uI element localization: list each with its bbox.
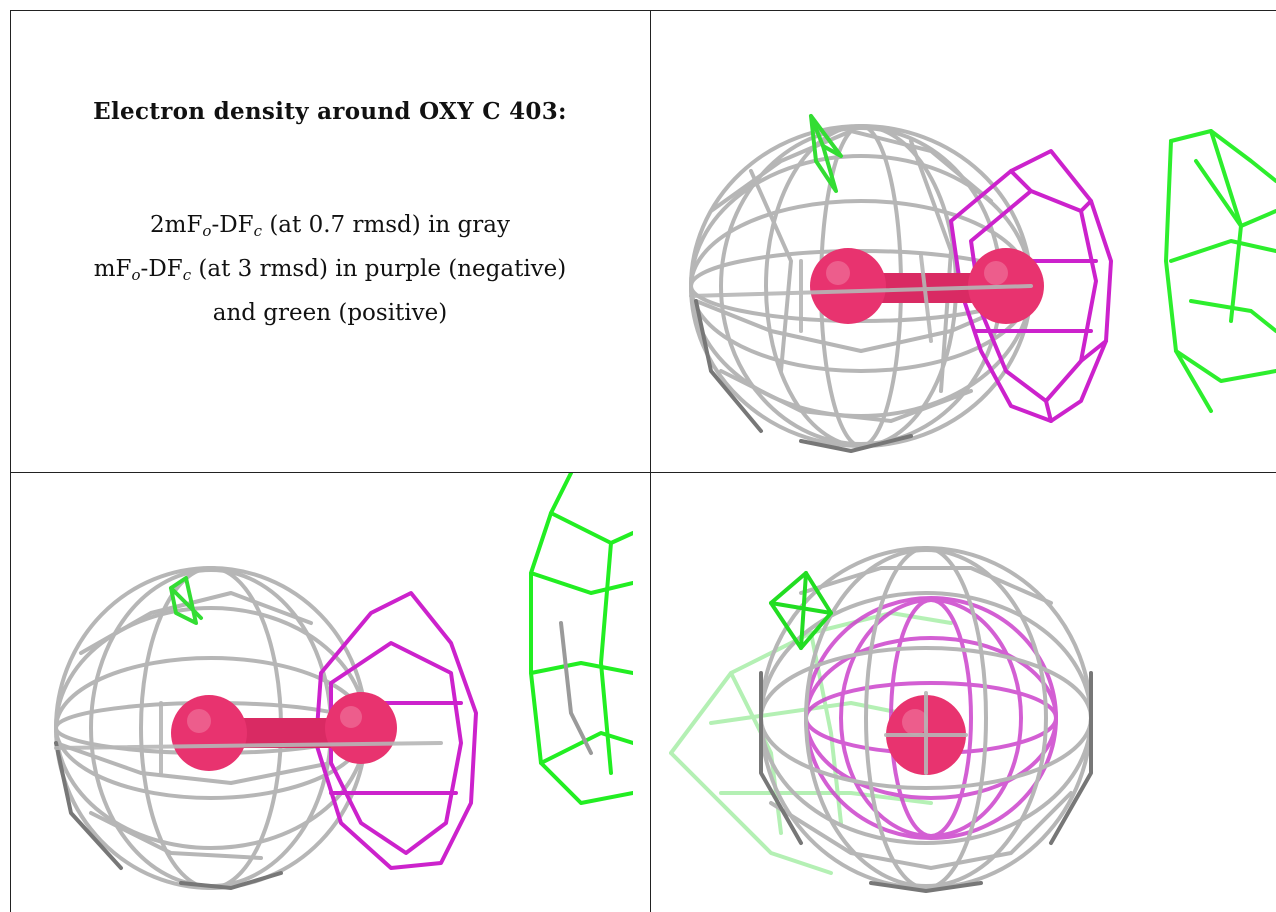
legend-purple-text-b: -DF	[140, 256, 183, 282]
green-positive-mesh-small	[169, 576, 203, 625]
density-view-top-right	[651, 11, 1276, 472]
green-positive-mesh-small	[809, 114, 843, 193]
green-positive-mesh-small	[769, 571, 833, 650]
legend-purple-sub-o: o	[131, 266, 141, 284]
caption-legend: 2mFo-DFc (at 0.7 rmsd) in gray mFo-DFc (…	[10, 206, 650, 332]
oxygen-molecule	[171, 692, 397, 771]
legend-gray-sub-o: o	[202, 222, 212, 240]
legend-purple-text-c: (at 3 rmsd) in purple (negative)	[191, 256, 567, 282]
legend-gray-line: 2mFo-DFc (at 0.7 rmsd) in gray	[10, 206, 650, 250]
table-center-border	[650, 10, 651, 912]
green-positive-mesh-right	[529, 473, 633, 805]
table-middle-border	[10, 472, 1276, 473]
legend-gray-text-c: (at 0.7 rmsd) in gray	[262, 212, 510, 238]
legend-gray-text-b: -DF	[211, 212, 254, 238]
density-view-bottom-right	[651, 473, 1276, 912]
table-top-border	[10, 10, 1276, 11]
purple-negative-mesh	[949, 149, 1113, 423]
legend-green-line: and green (positive)	[212, 300, 448, 326]
caption-cell: Electron density around OXY C 403: 2mFo-…	[10, 10, 650, 472]
table-left-border	[10, 10, 11, 912]
caption-title: Electron density around OXY C 403:	[93, 98, 567, 125]
legend-purple-line: mFo-DFc (at 3 rmsd) in purple (negative)	[10, 250, 650, 294]
legend-purple-text-a: mF	[93, 256, 132, 282]
density-view-bottom-left	[11, 473, 633, 912]
green-positive-mesh-right	[1164, 129, 1276, 413]
legend-gray-text-a: 2mF	[150, 212, 203, 238]
legend-gray-sub-c: c	[253, 222, 263, 240]
legend-purple-sub-c: c	[182, 266, 192, 284]
